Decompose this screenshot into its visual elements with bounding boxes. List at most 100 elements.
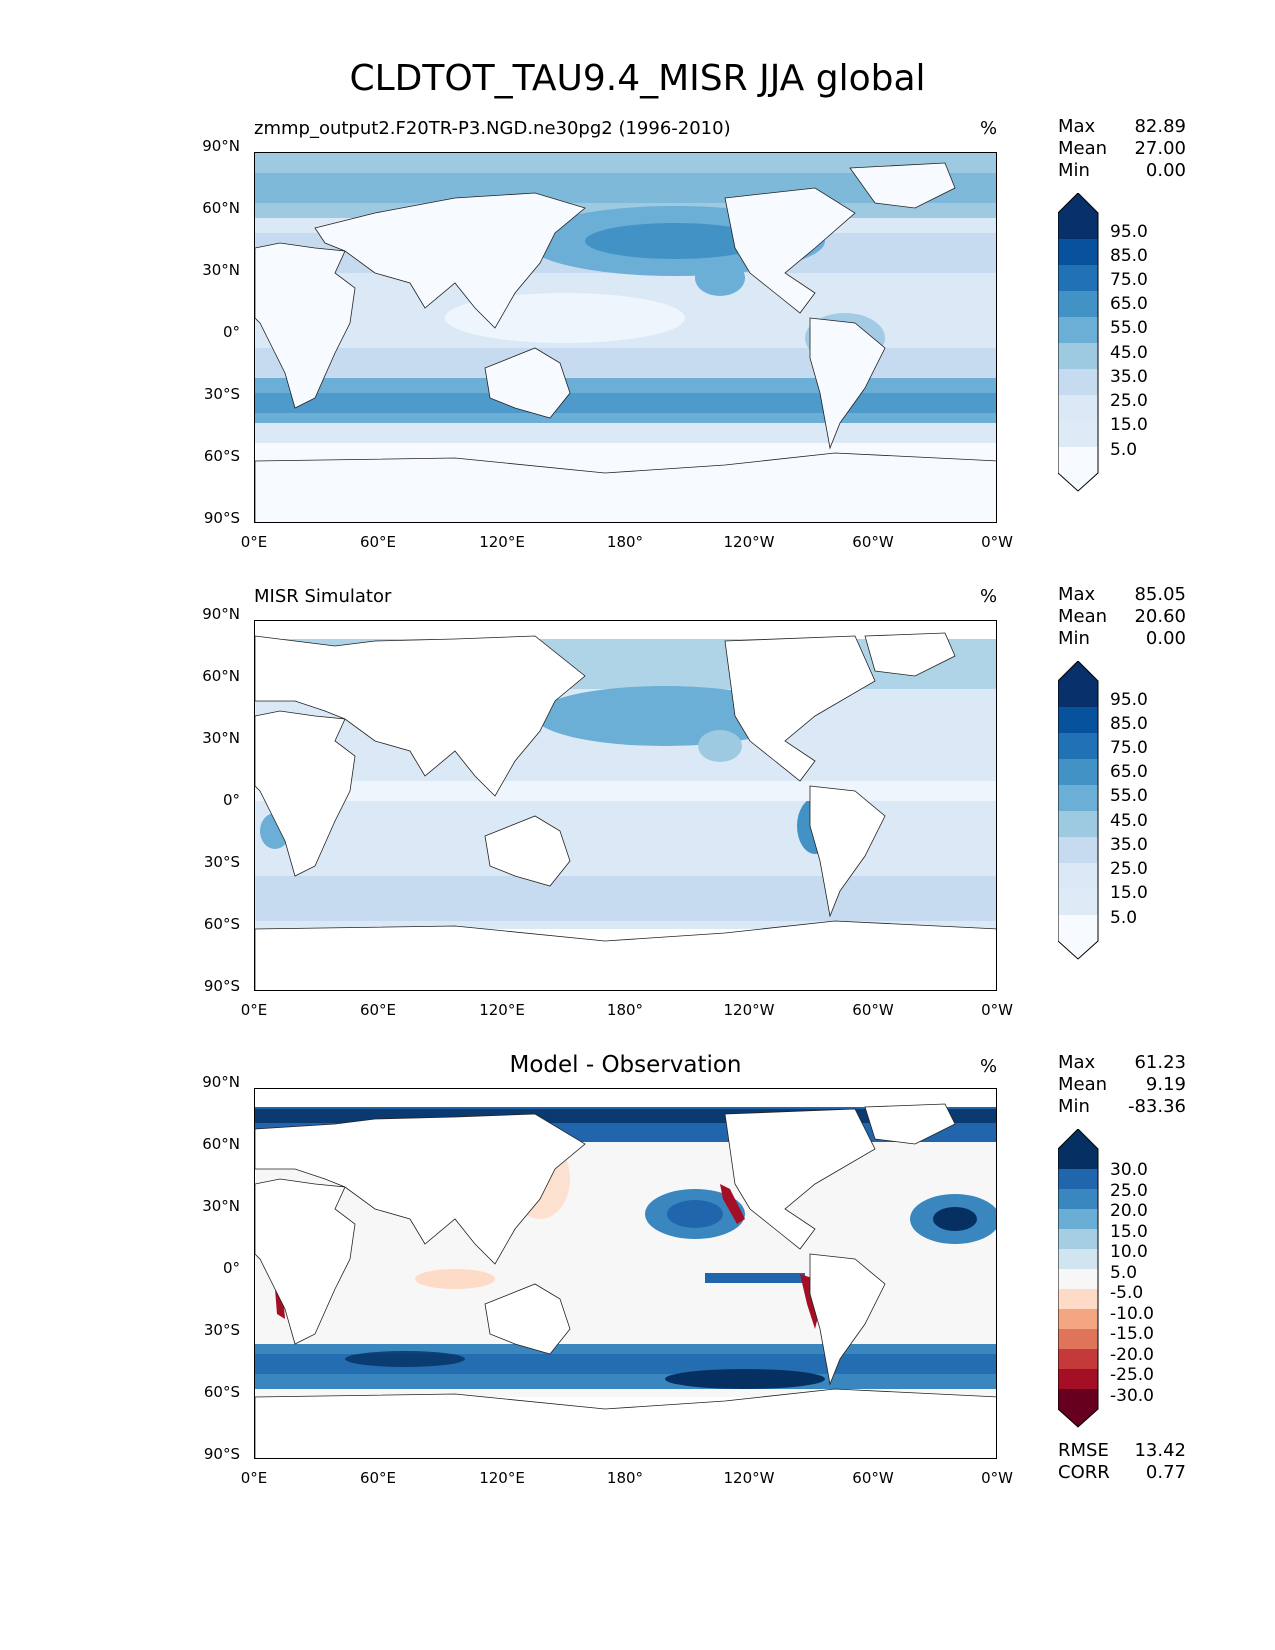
lon-tick-label: 60°W xyxy=(852,1001,894,1019)
colorbar-tick-label: 95.0 xyxy=(1110,222,1148,242)
eurasia-shape xyxy=(255,635,586,797)
lat-tick-label: 90°N xyxy=(202,1073,240,1091)
colorbar-segment xyxy=(1058,707,1098,733)
colorbar-outline xyxy=(1058,661,1099,960)
north-america-shape xyxy=(724,635,876,782)
colorbar-tick-label: 25.0 xyxy=(1110,391,1148,411)
stat-label: Min xyxy=(1058,160,1090,181)
colorbar-segment xyxy=(1058,447,1098,491)
panel-title: MISR Simulator xyxy=(254,586,392,607)
stat-label: RMSE xyxy=(1058,1440,1109,1461)
stat-value: 20.60 xyxy=(1134,606,1186,627)
stat-value: 85.05 xyxy=(1134,584,1186,605)
lon-tick-label: 0°W xyxy=(981,533,1013,551)
colorbar-segment xyxy=(1058,733,1098,759)
colorbar-tick-label: 65.0 xyxy=(1110,762,1148,782)
colorbar xyxy=(1058,661,1099,960)
colorbar-tick-label: 35.0 xyxy=(1110,367,1148,387)
lat-tick-label: 90°S xyxy=(203,509,240,527)
colorbar-segment xyxy=(1058,1289,1098,1309)
stat-value: 9.19 xyxy=(1145,1074,1186,1095)
lat-tick-label: 0° xyxy=(222,323,240,341)
africa-shape xyxy=(255,1178,356,1345)
lon-tick-label: 60°E xyxy=(359,533,397,551)
stat-value: 61.23 xyxy=(1134,1052,1186,1073)
colorbar-tick-label: -30.0 xyxy=(1110,1386,1154,1406)
colorbar-tick-label: -20.0 xyxy=(1110,1345,1154,1365)
colorbar-segment xyxy=(1058,421,1098,447)
lat-tick-label: 90°S xyxy=(203,1445,240,1463)
lon-tick-label: 120°W xyxy=(723,533,775,551)
colorbar-segment xyxy=(1058,193,1098,239)
panel-observation: MISR Simulator % 90°N 60°N 30°N 0° xyxy=(0,468,1275,1019)
colorbar-outline xyxy=(1058,1129,1099,1428)
stat-value: 27.00 xyxy=(1134,138,1186,159)
stat-value: 13.42 xyxy=(1134,1440,1186,1461)
antarctica-shape xyxy=(255,452,996,522)
colorbar-segment xyxy=(1058,889,1098,915)
colorbar-segment xyxy=(1058,1329,1098,1349)
panel-title: zmmp_output2.F20TR-P3.NGD.ne30pg2 (1996-… xyxy=(254,118,731,139)
colorbar-tick-label: 45.0 xyxy=(1110,343,1148,363)
lon-tick-label: 120°W xyxy=(723,1469,775,1487)
colorbar-segment xyxy=(1058,915,1098,959)
lon-tick-label: 0°E xyxy=(240,1469,268,1487)
colorbar-segment xyxy=(1058,395,1098,421)
unit-label: % xyxy=(980,1056,998,1077)
map-svg xyxy=(255,621,996,990)
colorbar-segment xyxy=(1058,837,1098,863)
lat-tick-label: 90°S xyxy=(203,977,240,995)
africa-shape xyxy=(255,710,356,877)
colorbar-tick-label: 5.0 xyxy=(1110,1263,1138,1283)
colorbar-segment xyxy=(1058,1209,1098,1229)
colorbar-tick-label: 10.0 xyxy=(1110,1242,1148,1262)
north-america-shape xyxy=(724,187,856,314)
stat-label: Min xyxy=(1058,628,1090,649)
greenland-shape xyxy=(849,162,956,209)
colorbar xyxy=(1058,1129,1099,1428)
lat-tick-label: 60°N xyxy=(202,199,240,217)
colorbar-segment xyxy=(1058,239,1098,265)
colorbar-tick-label: -5.0 xyxy=(1110,1283,1144,1303)
colorbar-tick-label: -15.0 xyxy=(1110,1324,1154,1344)
colorbar-tick-label: 55.0 xyxy=(1110,786,1148,806)
colorbar-tick-label: 95.0 xyxy=(1110,690,1148,710)
antarctica-shape xyxy=(255,920,996,990)
colorbar-tick-label: 45.0 xyxy=(1110,811,1148,831)
lat-tick-label: 60°N xyxy=(202,667,240,685)
lon-tick-label: 180° xyxy=(606,533,644,551)
lon-tick-label: 0°W xyxy=(981,1001,1013,1019)
lon-tick-label: 60°E xyxy=(359,1001,397,1019)
colorbar-segment xyxy=(1058,1189,1098,1209)
colorbar-tick-label: 85.0 xyxy=(1110,714,1148,734)
lon-tick-label: 180° xyxy=(606,1001,644,1019)
lat-tick-label: 30°N xyxy=(202,261,240,279)
south-america-shape xyxy=(809,1253,886,1386)
colorbar-segment xyxy=(1058,863,1098,889)
lat-tick-label: 60°S xyxy=(203,915,240,933)
colorbar-segment xyxy=(1058,1369,1098,1389)
colorbar-segment xyxy=(1058,343,1098,369)
colorbar-tick-label: 65.0 xyxy=(1110,294,1148,314)
unit-label: % xyxy=(980,586,998,607)
lat-tick-label: 60°N xyxy=(202,1135,240,1153)
colorbar-tick-label: 15.0 xyxy=(1110,1222,1148,1242)
colorbar xyxy=(1058,193,1099,492)
lat-tick-label: 30°S xyxy=(203,1321,240,1339)
lon-tick-label: 60°W xyxy=(852,1469,894,1487)
stats-block: Max 85.05 Mean 20.60 Min 0.00 xyxy=(1058,584,1186,650)
panel-title: Model - Observation xyxy=(509,1052,742,1078)
lat-tick-label: 30°N xyxy=(202,729,240,747)
unit-label: % xyxy=(980,118,998,139)
eurasia-shape xyxy=(255,1113,586,1265)
colorbar-tick-label: 5.0 xyxy=(1110,440,1138,460)
colorbar-segment xyxy=(1058,265,1098,291)
colorbar-segment xyxy=(1058,1129,1098,1169)
stats-block: Max 61.23 Mean 9.19 Min -83.36 xyxy=(1058,1052,1186,1118)
panel-model: zmmp_output2.F20TR-P3.NGD.ne30pg2 (1996-… xyxy=(0,0,1275,551)
australia-shape xyxy=(484,347,571,419)
colorbar-segment xyxy=(1058,1269,1098,1289)
antarctica-shape xyxy=(255,1388,996,1458)
lat-tick-label: 30°S xyxy=(203,853,240,871)
stat-value: 0.00 xyxy=(1145,160,1186,181)
